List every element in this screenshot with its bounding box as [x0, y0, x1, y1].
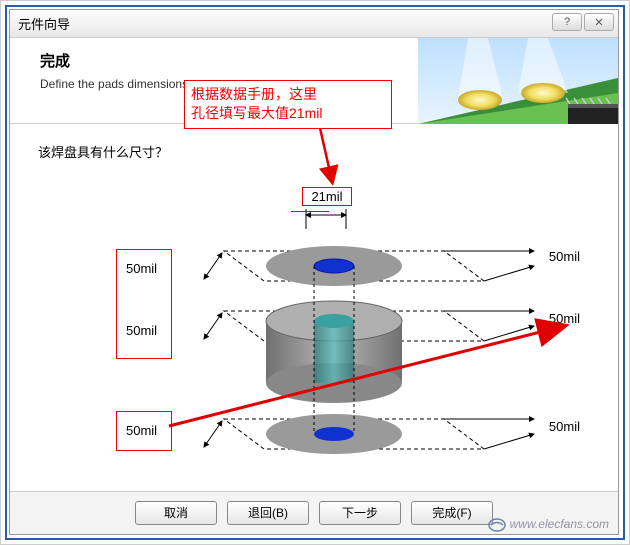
close-button[interactable]: ✕	[584, 13, 614, 31]
titlebar: 元件向导 ? ✕	[10, 10, 618, 38]
cancel-button[interactable]: 取消	[135, 501, 217, 525]
window-title: 元件向导	[18, 14, 70, 33]
red-arrow-across-icon	[164, 316, 584, 436]
right-label-1[interactable]: 50mil	[545, 247, 584, 266]
annotation-line1: 根据数据手册，这里	[191, 85, 385, 105]
left-label-1[interactable]: 50mil	[122, 259, 161, 278]
wizard-content: 该焊盘具有什么尺寸？ 21mil	[10, 124, 618, 491]
back-button[interactable]: 退回(B)	[227, 501, 309, 525]
left-label-3[interactable]: 50mil	[122, 421, 161, 440]
help-button[interactable]: ?	[552, 13, 582, 31]
watermark: www.elecfans.com	[488, 517, 609, 532]
annotation-callout: 根据数据手册，这里 孔径填写最大值21mil	[184, 80, 392, 129]
finish-button[interactable]: 完成(F)	[411, 501, 493, 525]
header-title: 完成	[40, 50, 418, 71]
annotation-line2: 孔径填写最大值21mil	[191, 104, 385, 124]
dialog-window: 元件向导 ? ✕ 完成 Define the pads dimensions	[9, 9, 619, 535]
pad-diagram: 21mil	[44, 181, 584, 491]
header-graphic	[418, 38, 618, 124]
titlebar-buttons: ? ✕	[552, 13, 614, 31]
red-arrow-down-icon	[312, 123, 372, 193]
wizard-header: 完成 Define the pads dimensions	[10, 38, 618, 124]
left-label-2[interactable]: 50mil	[122, 321, 161, 340]
red-arrow-to-hole	[281, 211, 351, 311]
next-button[interactable]: 下一步	[319, 501, 401, 525]
